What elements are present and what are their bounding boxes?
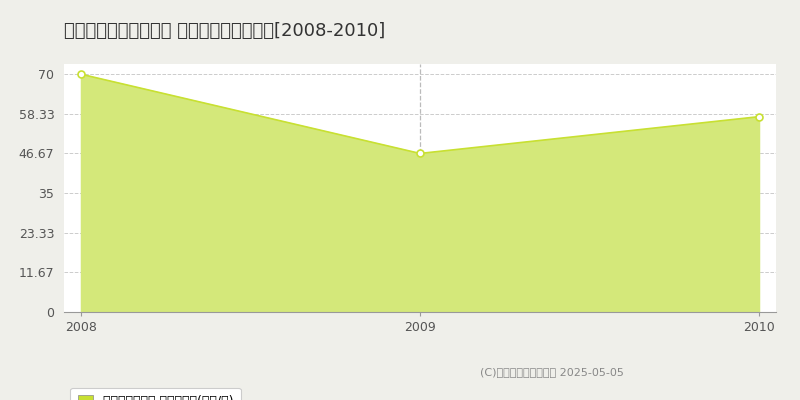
Text: (C)土地価格ドットコム 2025-05-05: (C)土地価格ドットコム 2025-05-05 bbox=[480, 367, 624, 377]
Legend: マンション価格 平均坪単価(万円/坪): マンション価格 平均坪単価(万円/坪) bbox=[70, 388, 241, 400]
Text: 名古屋市守山区大谷町 マンション価格推移[2008-2010]: 名古屋市守山区大谷町 マンション価格推移[2008-2010] bbox=[64, 22, 386, 40]
